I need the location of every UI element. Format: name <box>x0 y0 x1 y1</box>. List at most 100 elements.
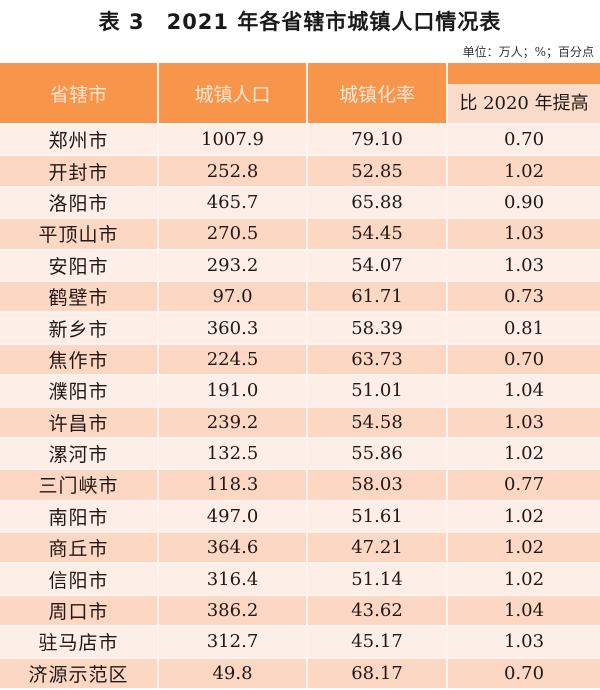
increase-cell: 0.90 <box>446 185 600 219</box>
table-row: 鹤壁市 97.0 61.71 0.73 <box>0 279 600 313</box>
increase-cell: 0.70 <box>446 656 600 689</box>
table-row: 郑州市 1007.9 79.10 0.70 <box>0 122 600 156</box>
header-city: 省辖市 <box>0 63 158 124</box>
table-row: 周口市 386.2 43.62 1.04 <box>0 593 600 627</box>
city-cell: 新乡市 <box>0 311 158 344</box>
urban-population-cell: 224.5 <box>157 342 307 376</box>
urbanization-rate-cell: 47.21 <box>306 531 447 564</box>
header-increase-label: 比 2020 年提高 <box>448 84 600 123</box>
city-cell: 郑州市 <box>0 122 158 156</box>
increase-cell: 1.03 <box>446 248 600 281</box>
increase-cell: 1.02 <box>446 154 600 187</box>
table-row: 商丘市 364.6 47.21 1.02 <box>0 531 600 564</box>
table-row: 焦作市 224.5 63.73 0.70 <box>0 342 600 376</box>
urban-population-cell: 270.5 <box>157 217 307 250</box>
city-cell: 漯河市 <box>0 436 158 470</box>
header-urban-population: 城镇人口 <box>157 63 307 124</box>
urban-population-cell: 239.2 <box>157 405 307 438</box>
city-cell: 安阳市 <box>0 248 158 281</box>
table-row: 新乡市 360.3 58.39 0.81 <box>0 311 600 344</box>
table-body: 郑州市 1007.9 79.10 0.70 开封市 252.8 52.85 1.02 洛阳市 46… <box>0 122 600 689</box>
urban-population-cell: 497.0 <box>157 499 307 533</box>
increase-cell: 0.70 <box>446 342 600 376</box>
city-cell: 平顶山市 <box>0 217 158 250</box>
urbanization-rate-cell: 65.88 <box>306 185 447 219</box>
urban-population-cell: 132.5 <box>157 436 307 470</box>
urbanization-rate-cell: 51.61 <box>306 499 447 533</box>
header-band <box>448 63 600 84</box>
urbanization-rate-cell: 55.86 <box>306 436 447 470</box>
urbanization-rate-cell: 45.17 <box>306 625 447 658</box>
increase-cell: 1.03 <box>446 625 600 658</box>
urbanization-rate-cell: 58.03 <box>306 468 447 501</box>
urban-population-cell: 252.8 <box>157 154 307 187</box>
table-row: 济源示范区 49.8 68.17 0.70 <box>0 656 600 689</box>
urban-population-cell: 118.3 <box>157 468 307 501</box>
table-row: 南阳市 497.0 51.61 1.02 <box>0 499 600 533</box>
urban-population-cell: 1007.9 <box>157 122 307 156</box>
city-cell: 周口市 <box>0 593 158 627</box>
urbanization-rate-cell: 79.10 <box>306 122 447 156</box>
increase-cell: 0.73 <box>446 279 600 313</box>
urbanization-rate-cell: 51.01 <box>306 374 447 407</box>
urban-population-cell: 49.8 <box>157 656 307 689</box>
table-row: 安阳市 293.2 54.07 1.03 <box>0 248 600 281</box>
urban-population-cell: 293.2 <box>157 248 307 281</box>
city-cell: 商丘市 <box>0 531 158 564</box>
urbanization-rate-cell: 54.58 <box>306 405 447 438</box>
increase-cell: 0.81 <box>446 311 600 344</box>
increase-cell: 1.02 <box>446 562 600 595</box>
increase-cell: 0.77 <box>446 468 600 501</box>
city-cell: 南阳市 <box>0 499 158 533</box>
increase-cell: 0.70 <box>446 122 600 156</box>
urbanization-rate-cell: 61.71 <box>306 279 447 313</box>
urbanization-rate-cell: 58.39 <box>306 311 447 344</box>
city-cell: 焦作市 <box>0 342 158 376</box>
unit-note: 单位：万人；%；百分点 <box>462 45 594 59</box>
increase-cell: 1.04 <box>446 593 600 627</box>
urban-population-cell: 386.2 <box>157 593 307 627</box>
city-cell: 鹤壁市 <box>0 279 158 313</box>
urban-population-cell: 312.7 <box>157 625 307 658</box>
city-cell: 洛阳市 <box>0 185 158 219</box>
increase-cell: 1.02 <box>446 436 600 470</box>
urban-population-cell: 360.3 <box>157 311 307 344</box>
table-row: 许昌市 239.2 54.58 1.03 <box>0 405 600 438</box>
urbanization-rate-cell: 52.85 <box>306 154 447 187</box>
city-cell: 濮阳市 <box>0 374 158 407</box>
header-increase-vs-2020: 比 2020 年提高 <box>446 63 600 124</box>
urbanization-rate-cell: 68.17 <box>306 656 447 689</box>
urbanization-rate-cell: 43.62 <box>306 593 447 627</box>
urban-population-table: 省辖市 城镇人口 城镇化率 比 2020 年提高 郑州市 1007.9 79.10 0… <box>0 63 600 689</box>
table-header-row: 省辖市 城镇人口 城镇化率 比 2020 年提高 <box>0 63 600 124</box>
urbanization-rate-cell: 51.14 <box>306 562 447 595</box>
increase-cell: 1.03 <box>446 217 600 250</box>
urban-population-cell: 97.0 <box>157 279 307 313</box>
table-title: 表 3 2021 年各省辖市城镇人口情况表 <box>98 10 502 34</box>
urbanization-rate-cell: 63.73 <box>306 342 447 376</box>
urban-population-cell: 191.0 <box>157 374 307 407</box>
increase-cell: 1.02 <box>446 531 600 564</box>
table-row: 开封市 252.8 52.85 1.02 <box>0 154 600 187</box>
urbanization-rate-cell: 54.07 <box>306 248 447 281</box>
urban-population-cell: 316.4 <box>157 562 307 595</box>
city-cell: 许昌市 <box>0 405 158 438</box>
table-row: 濮阳市 191.0 51.01 1.04 <box>0 374 600 407</box>
city-cell: 信阳市 <box>0 562 158 595</box>
city-cell: 三门峡市 <box>0 468 158 501</box>
increase-cell: 1.02 <box>446 499 600 533</box>
table-row: 洛阳市 465.7 65.88 0.90 <box>0 185 600 219</box>
urban-population-cell: 364.6 <box>157 531 307 564</box>
header-urbanization-rate: 城镇化率 <box>306 63 447 124</box>
urbanization-rate-cell: 54.45 <box>306 217 447 250</box>
table-row: 驻马店市 312.7 45.17 1.03 <box>0 625 600 658</box>
increase-cell: 1.04 <box>446 374 600 407</box>
city-cell: 济源示范区 <box>0 656 158 689</box>
city-cell: 驻马店市 <box>0 625 158 658</box>
increase-cell: 1.03 <box>446 405 600 438</box>
city-cell: 开封市 <box>0 154 158 187</box>
table-row: 信阳市 316.4 51.14 1.02 <box>0 562 600 595</box>
table-row: 漯河市 132.5 55.86 1.02 <box>0 436 600 470</box>
urban-population-cell: 465.7 <box>157 185 307 219</box>
table-row: 三门峡市 118.3 58.03 0.77 <box>0 468 600 501</box>
